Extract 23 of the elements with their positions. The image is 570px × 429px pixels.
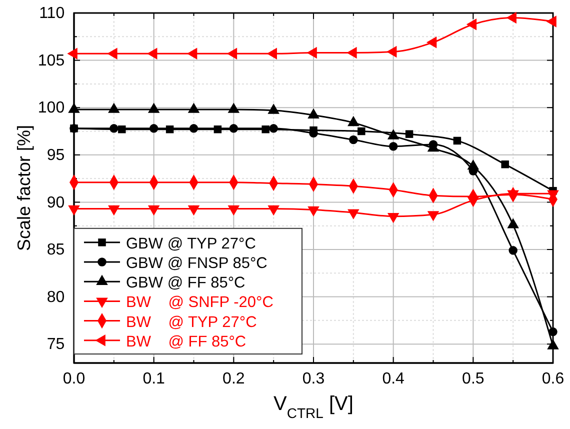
legend-label: BW @ FF 85°C xyxy=(126,333,246,350)
y-tick-label: 80 xyxy=(46,288,65,306)
legend-label: GBW @ FNSP 85°C xyxy=(126,255,268,272)
y-tick-label: 105 xyxy=(38,52,65,70)
legend-label: BW @ SNFP -20°C xyxy=(126,294,274,312)
y-tick-label: 90 xyxy=(46,194,65,212)
x-axis-title: V$_{CTRL}$ [V] xyxy=(274,393,354,421)
x-tick-label: 0.4 xyxy=(382,370,405,388)
x-tick-label: 0.2 xyxy=(222,370,245,388)
y-tick-label: 85 xyxy=(46,242,65,259)
y-tick-label: 110 xyxy=(39,5,65,22)
legend-label: GBW @ TYP 27°C xyxy=(126,235,256,252)
y-tick-label: 95 xyxy=(46,147,65,164)
legend-label: BW @ TYP 27°C xyxy=(126,314,257,331)
x-tick-label: 0.6 xyxy=(542,370,564,388)
y-tick-label: 100 xyxy=(38,100,65,117)
x-tick-label: 0.5 xyxy=(462,370,484,388)
legend-label: GBW @ FF 85°C xyxy=(126,274,246,292)
y-tick-label: 75 xyxy=(46,336,65,354)
y-axis-title: Scale factor [%] xyxy=(14,124,34,252)
x-tick-label: 0.3 xyxy=(302,370,325,388)
text: 0.0 xyxy=(62,370,86,388)
x-tick-label: 0.1 xyxy=(142,370,166,388)
